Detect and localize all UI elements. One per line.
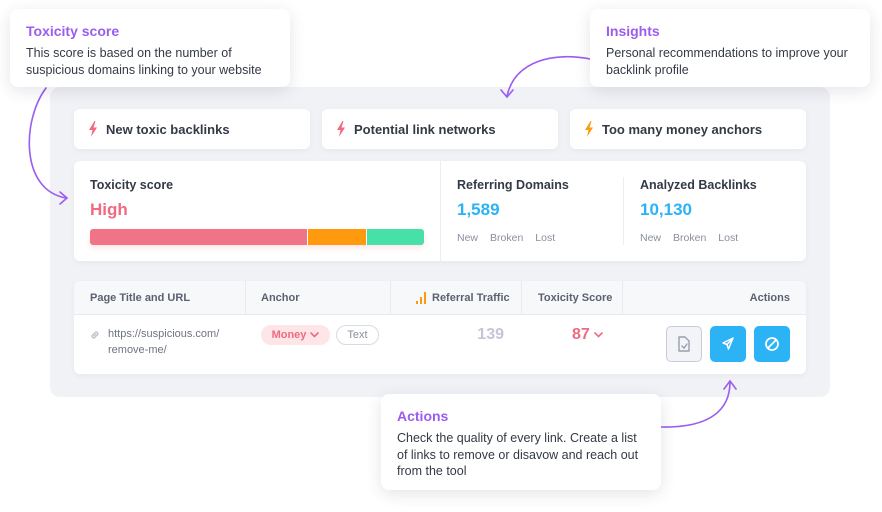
alert-too-many-money-anchors[interactable]: Too many money anchors (570, 109, 806, 149)
row-url-line1: https://suspicious.com/ (108, 328, 220, 340)
send-icon (722, 337, 734, 350)
column-divider (521, 281, 522, 315)
toxicity-bar (90, 229, 424, 245)
toxicity-bar-non-toxic (365, 229, 424, 245)
referring-domains-title: Referring Domains (457, 178, 569, 192)
column-header-actions: Actions (749, 292, 790, 304)
toxicity-score-cell[interactable]: 87 (572, 326, 603, 344)
bolt-icon (585, 121, 593, 137)
anchor-type-label: Money (271, 329, 307, 341)
column-header-anchor[interactable]: Anchor (261, 292, 300, 304)
referring-domains-new-link[interactable]: New (457, 232, 479, 244)
tooltip-toxicity-score: Toxicity score This score is based on th… (10, 9, 290, 87)
analyzed-backlinks-new-link[interactable]: New (640, 232, 662, 244)
bolt-icon (89, 121, 97, 137)
column-divider (390, 281, 391, 315)
table-header: Page Title and URL Anchor Referral Traff… (74, 281, 806, 315)
column-header-traffic[interactable]: Referral Traffic (416, 281, 510, 315)
divider (440, 161, 441, 261)
analyzed-backlinks-broken-link[interactable]: Broken (673, 232, 707, 244)
tooltip-body: Personal recommendations to improve your… (606, 46, 848, 77)
stats-card: Toxicity score High Referring Domains 1,… (74, 161, 806, 261)
document-check-icon (678, 336, 690, 352)
row-url[interactable]: https://suspicious.com/ remove-me/ (108, 326, 238, 358)
tooltip-title: Insights (606, 23, 660, 39)
referring-domains-value[interactable]: 1,589 (457, 200, 500, 219)
referring-domains-broken-link[interactable]: Broken (490, 232, 524, 244)
bar-chart-icon (416, 292, 426, 304)
anchor-text-tag[interactable]: Text (336, 325, 379, 345)
column-divider (245, 281, 246, 315)
divider (623, 177, 624, 245)
referral-traffic-value: 139 (477, 326, 504, 343)
chevron-down-icon (593, 332, 603, 338)
alert-label: New toxic backlinks (106, 121, 230, 137)
column-header-toxicity[interactable]: Toxicity Score (538, 292, 613, 304)
backlinks-table: Page Title and URL Anchor Referral Traff… (74, 281, 806, 374)
tooltip-actions: Actions Check the quality of every link.… (381, 394, 661, 490)
column-header-traffic-label: Referral Traffic (432, 292, 510, 304)
send-outreach-button[interactable] (710, 326, 746, 362)
tooltip-body: Check the quality of every link. Create … (397, 431, 639, 478)
analyzed-backlinks-lost-link[interactable]: Lost (718, 232, 739, 244)
toxicity-bar-potentially-toxic (307, 229, 366, 245)
analyzed-backlinks-subtabs: New Broken Lost (640, 232, 738, 244)
tooltip-title: Actions (397, 408, 449, 424)
chevron-down-icon (310, 332, 320, 338)
link-icon (91, 331, 99, 339)
analyzed-backlinks-title: Analyzed Backlinks (640, 178, 757, 192)
anchor-type-dropdown[interactable]: Money (261, 325, 330, 345)
referring-domains-lost-link[interactable]: Lost (535, 232, 556, 244)
tooltip-title: Toxicity score (26, 23, 120, 39)
alert-potential-link-networks[interactable]: Potential link networks (322, 109, 558, 149)
bolt-icon (337, 121, 345, 137)
alert-label: Potential link networks (354, 121, 496, 137)
alert-label: Too many money anchors (602, 121, 763, 137)
disavow-button[interactable] (754, 326, 790, 362)
analyzed-backlinks-value[interactable]: 10,130 (640, 200, 692, 219)
review-button[interactable] (666, 326, 702, 362)
toxicity-score-number: 87 (572, 326, 590, 343)
column-header-page[interactable]: Page Title and URL (90, 292, 191, 304)
tooltip-body: This score is based on the number of sus… (26, 46, 262, 77)
disavow-icon (765, 337, 779, 351)
column-divider (622, 281, 623, 315)
tooltip-insights: Insights Personal recommendations to imp… (590, 9, 870, 87)
toxicity-bar-toxic (90, 229, 308, 245)
toxicity-score-title: Toxicity score (90, 178, 174, 192)
alert-new-toxic-backlinks[interactable]: New toxic backlinks (74, 109, 310, 149)
toxicity-score-value: High (90, 200, 128, 219)
referring-domains-subtabs: New Broken Lost (457, 232, 555, 244)
row-url-line2: remove-me/ (108, 344, 167, 356)
